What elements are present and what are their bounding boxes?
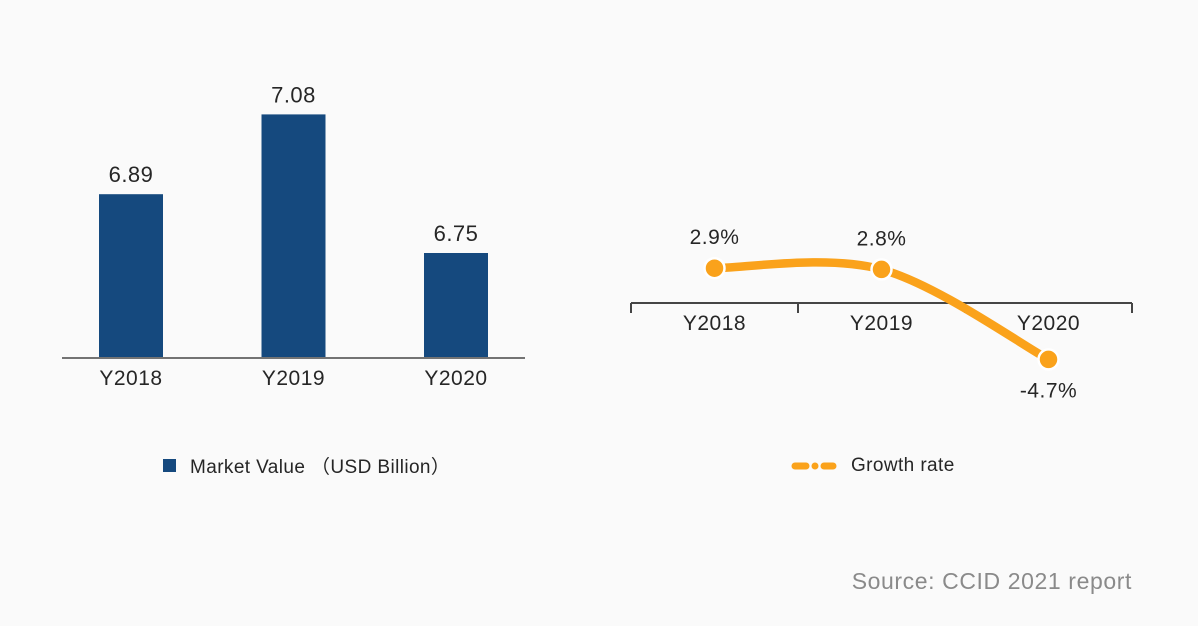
- source-note: Source: CCID 2021 report: [851, 568, 1132, 594]
- bar-value-label: 6.89: [109, 162, 154, 187]
- bar-legend-swatch-icon: [163, 459, 176, 472]
- line-category-label: Y2019: [850, 312, 913, 335]
- line-legend-dashdot-icon: [791, 462, 837, 470]
- bar-Y2019: [261, 114, 326, 359]
- bar-Y2020: [424, 253, 488, 358]
- line-value-label: -4.7%: [1020, 379, 1077, 402]
- bar-value-label: 7.08: [271, 82, 316, 107]
- line-legend: Growth rate: [791, 455, 955, 477]
- bar-category-label: Y2020: [424, 367, 487, 390]
- bar-legend: Market Value （USD Billion）: [163, 452, 450, 479]
- data-point-Y2018: [703, 256, 726, 280]
- line-value-label: 2.8%: [857, 227, 907, 250]
- bar-legend-label: Market Value （USD Billion）: [190, 457, 451, 478]
- line-chart: Y2018 Y2019 Y2020 2.9% 2.8% -4.7%: [630, 226, 1133, 402]
- bar-chart: 6.89 Y2018 7.08 Y2019 6.75 Y2020: [62, 82, 525, 390]
- line-category-label: Y2020: [1017, 312, 1080, 335]
- line-category-label: Y2018: [683, 312, 746, 335]
- bar-category-label: Y2019: [262, 367, 325, 390]
- line-legend-label: Growth rate: [851, 455, 955, 476]
- line-value-label: 2.9%: [690, 226, 740, 249]
- bar-Y2018: [99, 194, 163, 358]
- bar-category-label: Y2018: [99, 367, 162, 390]
- data-point-Y2020: [1037, 348, 1060, 371]
- data-point-Y2019: [870, 258, 893, 281]
- bar-value-label: 6.75: [434, 221, 479, 246]
